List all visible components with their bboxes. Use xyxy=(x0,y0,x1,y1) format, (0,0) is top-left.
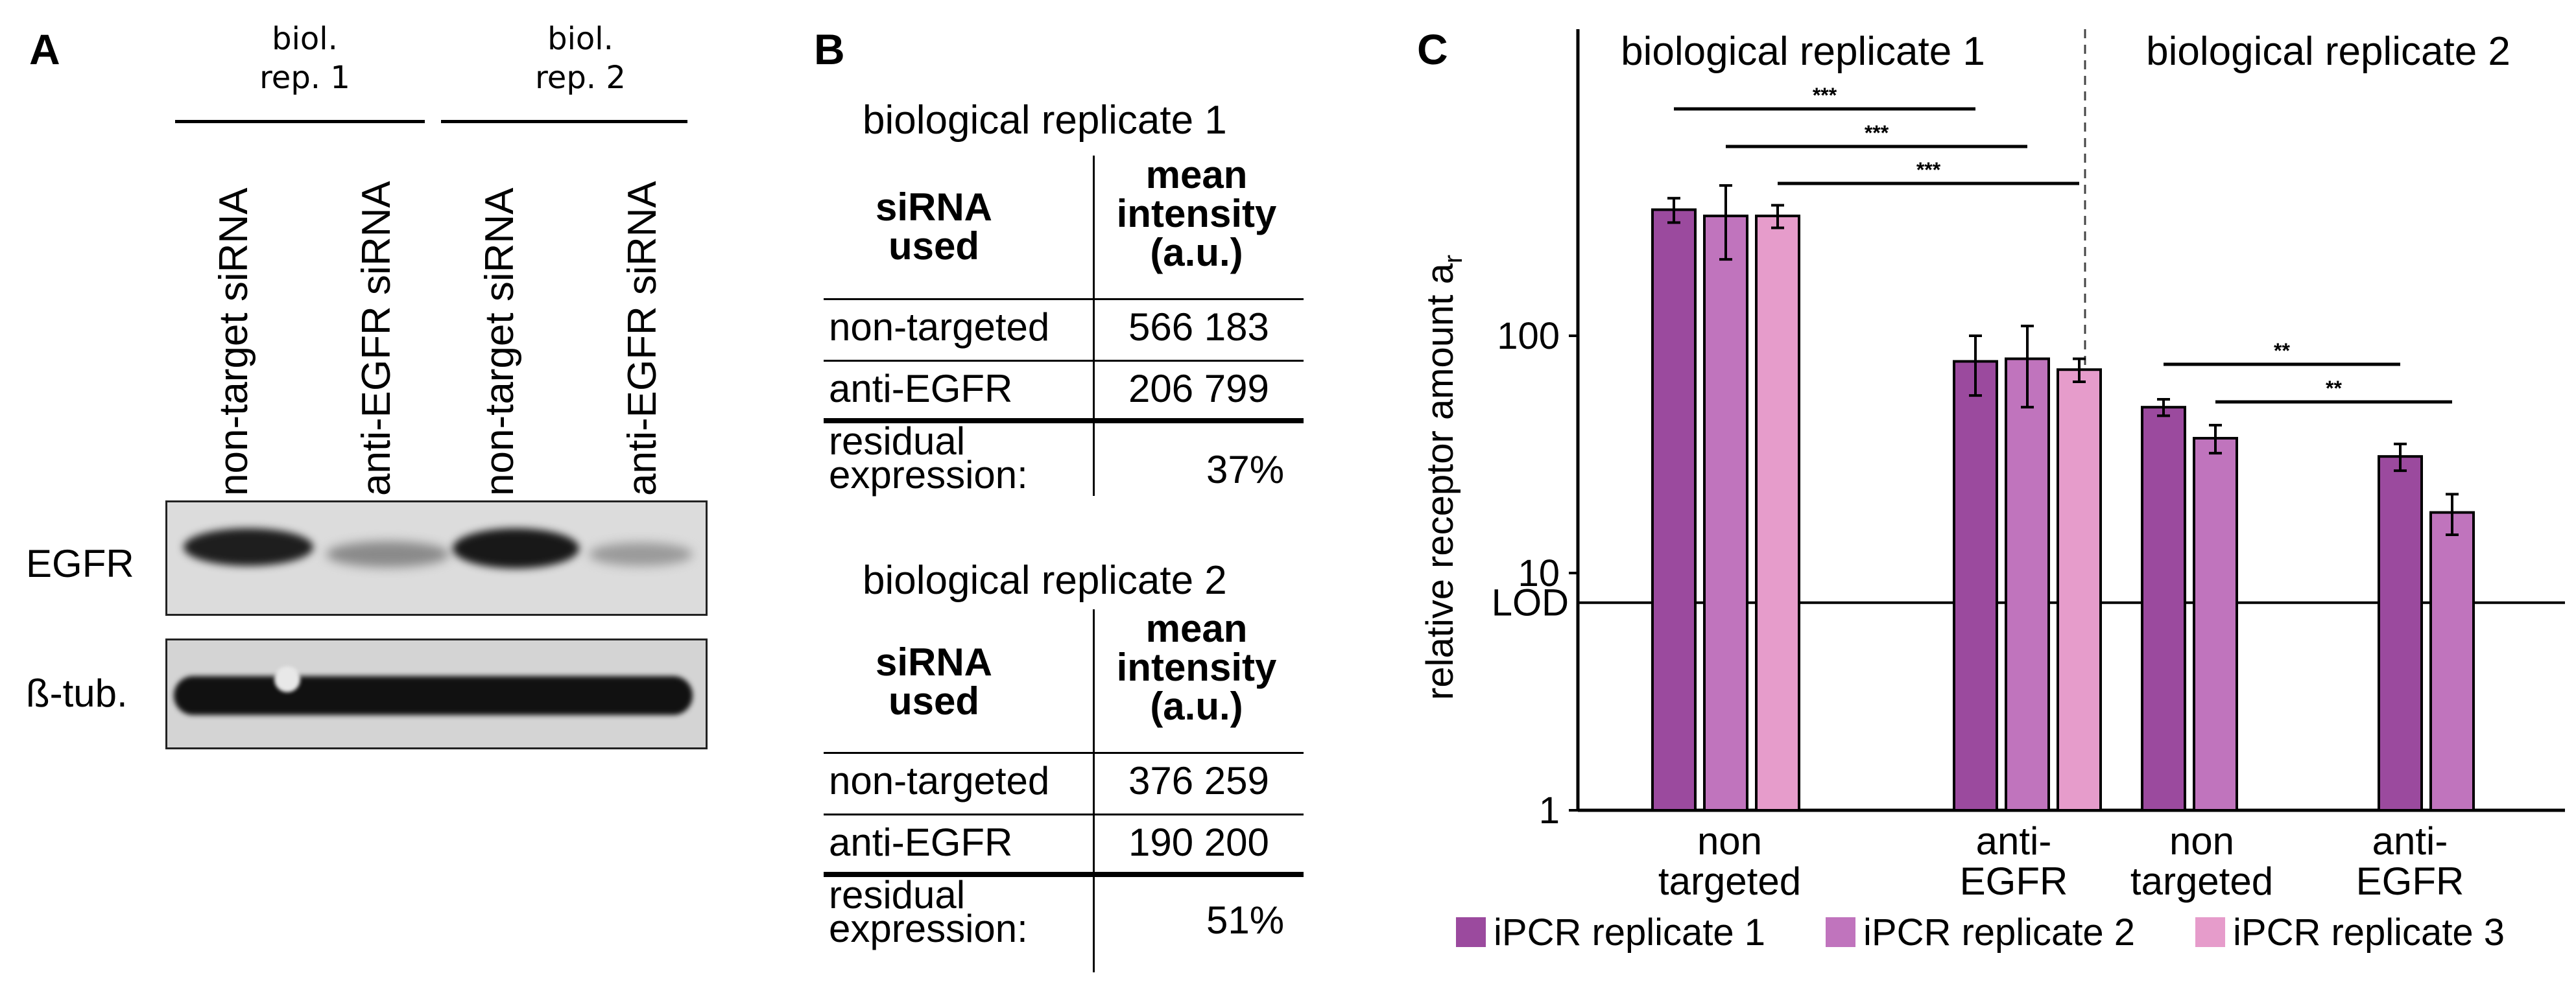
residual-value: 37% xyxy=(1206,448,1285,491)
significance-label: *** xyxy=(1813,84,1837,107)
table-rule xyxy=(824,298,1304,300)
legend-label: iPCR replicate 3 xyxy=(2233,911,2505,954)
y-axis-label-main: relative receptor amount a xyxy=(1419,263,1461,700)
tubulin-blot xyxy=(165,638,708,749)
table-rule xyxy=(824,360,1304,362)
table-row-label: anti-EGFR xyxy=(829,821,1013,864)
panel-a-letter: A xyxy=(29,25,60,73)
table-row-label: non-targeted xyxy=(829,759,1050,802)
legend-label: iPCR replicate 1 xyxy=(1494,911,1766,954)
x-tick-label-line: non xyxy=(2169,819,2234,863)
y-tick-label: 10 xyxy=(1518,552,1560,594)
significance-label: *** xyxy=(1916,158,1941,182)
y-axis-label: relative receptor amount ar xyxy=(1419,255,1468,700)
y-tick-label: 100 xyxy=(1497,315,1560,357)
x-tick-label-line: anti- xyxy=(2372,819,2448,863)
table-rule xyxy=(824,814,1304,815)
bar xyxy=(2193,437,2238,812)
egfr-blot xyxy=(165,500,708,616)
significance-label: ** xyxy=(2326,377,2342,400)
col-header-sirna: siRNA used xyxy=(875,185,993,268)
band xyxy=(174,676,693,715)
legend-label: iPCR replicate 2 xyxy=(1863,911,2136,954)
residual-value: 51% xyxy=(1206,898,1285,942)
table-row-value: 376 259 xyxy=(1128,759,1269,802)
section-title: biological replicate 2 xyxy=(2146,29,2510,74)
bar xyxy=(2378,455,2423,812)
x-tick-label-line: targeted xyxy=(2130,860,2273,903)
bar xyxy=(2429,511,2475,812)
table-rule xyxy=(824,752,1304,754)
rep1-bracket xyxy=(175,120,425,123)
col-header-intensity: mean intensity (a.u.) xyxy=(1116,607,1277,728)
x-tick-label-line: non xyxy=(1697,819,1762,863)
panel-b-letter: B xyxy=(814,25,845,73)
x-tick-label-line: EGFR xyxy=(2356,860,2464,903)
table-divider xyxy=(1093,156,1095,496)
x-tick-label-line: targeted xyxy=(1658,860,1801,903)
bar xyxy=(1703,215,1748,812)
y-axis-label-sub: r xyxy=(1439,255,1468,263)
table-row-label: anti-EGFR xyxy=(829,367,1013,410)
legend-swatch xyxy=(2195,917,2225,947)
bar xyxy=(1755,215,1800,812)
x-tick-label-line: anti- xyxy=(1976,819,2052,863)
bar xyxy=(2057,368,2102,812)
band xyxy=(453,528,579,568)
blot-rep2-header: biol. rep. 2 xyxy=(535,21,626,96)
bar xyxy=(1651,208,1697,812)
bar xyxy=(2005,357,2050,812)
table-rep2: biological replicate 2 siRNA used mean i… xyxy=(824,557,1310,972)
residual-label: residual expression: xyxy=(829,419,1028,497)
band xyxy=(326,541,449,567)
blot-rep1-header: biol. rep. 1 xyxy=(259,21,350,96)
table-row-value: 206 799 xyxy=(1128,367,1269,410)
section-title: biological replicate 1 xyxy=(1621,29,1985,74)
table-divider xyxy=(1093,609,1095,972)
table-row-value: 566 183 xyxy=(1128,305,1269,349)
band-artifact xyxy=(274,666,300,692)
y-tick-label: 1 xyxy=(1539,790,1560,832)
x-tick-label: non targeted xyxy=(2130,819,2273,903)
x-tick-label: anti-EGFR xyxy=(1960,819,2068,903)
table-rule-thick xyxy=(824,872,1304,877)
x-tick-label-line: EGFR xyxy=(1960,860,2068,903)
residual-label: residual expression: xyxy=(829,873,1028,950)
table-rep1: biological replicate 1 siRNA used mean i… xyxy=(824,97,1310,499)
lod-label: LOD xyxy=(1492,582,1569,624)
significance-label: ** xyxy=(2274,339,2290,362)
legend-swatch xyxy=(1456,917,1486,947)
x-tick-label: anti-EGFR xyxy=(2356,819,2464,903)
band xyxy=(589,543,693,566)
legend-swatch xyxy=(1826,917,1855,947)
x-tick-label: non targeted xyxy=(1658,819,1801,903)
table-title: biological replicate 1 xyxy=(863,98,1227,143)
blot-row-label-egfr: EGFR xyxy=(26,542,134,585)
significance-label: *** xyxy=(1865,121,1889,145)
table-title: biological replicate 2 xyxy=(863,558,1227,603)
rep2-bracket xyxy=(441,120,687,123)
table-row-value: 190 200 xyxy=(1128,821,1269,864)
panel-c-letter: C xyxy=(1417,25,1448,73)
band xyxy=(184,528,313,566)
bar xyxy=(2141,406,2186,812)
chart-legend: iPCR replicate 1 iPCR replicate 2 iPCR r… xyxy=(1456,911,2571,963)
table-row-label: non-targeted xyxy=(829,305,1050,349)
col-header-sirna: siRNA used xyxy=(875,640,993,723)
table-rule-thick xyxy=(824,418,1304,423)
col-header-intensity: mean intensity (a.u.) xyxy=(1116,153,1277,274)
blot-row-label-tubulin: ß-tub. xyxy=(26,672,128,715)
bar xyxy=(1953,360,1998,812)
